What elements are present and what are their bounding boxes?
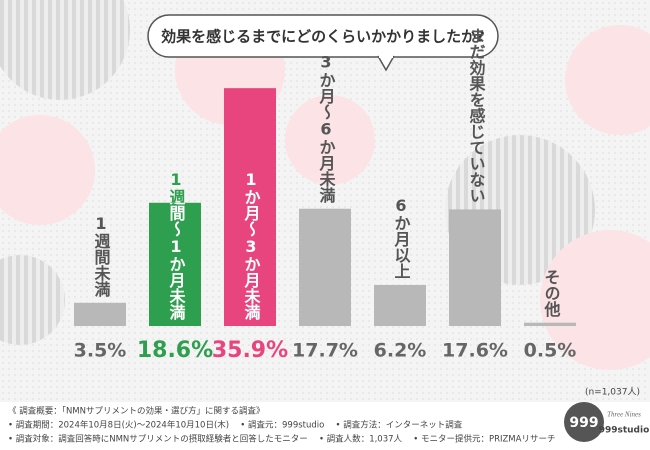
category-label: 1か月〜3か月未満 [242,170,262,321]
logo-mark: 999 [569,415,598,431]
value-label: 18.6% [137,338,213,363]
bar [449,209,501,326]
logo-circle [564,402,604,442]
decor [0,115,95,225]
bubble-tail [377,55,395,72]
category-label: 1週間〜1か月未満 [167,170,187,321]
logo-name: 999studio [599,426,650,436]
footer-line: • 調査対象：調査回答時にNMNサプリメントの摂取経験者と回答したモニター • … [8,434,555,445]
decor [0,255,65,345]
category-label: 3か月〜6か月未満 [317,53,337,204]
bar [224,88,276,326]
bar [374,284,426,326]
value-label: 35.9% [212,338,288,363]
bubble-tail-cover [379,54,393,58]
category-label: まだ効果を感じていない [467,27,487,203]
value-label: 17.6% [442,340,508,362]
value-label: 6.2% [374,340,427,362]
value-label: 3.5% [74,340,127,362]
decor [285,95,375,185]
value-label: 17.7% [292,340,358,362]
decor [565,25,650,135]
bar [74,302,126,326]
footer-line: • 調査期間：2024年10月8日(火)～2024年10月10日(木) • 調査… [8,420,463,431]
decor [540,230,650,370]
decor [0,0,130,100]
chart-title: 効果を感じるまでにどのくらいかかりましたか? [161,28,485,46]
title-bubble [147,14,499,58]
logo-tagline: Three Nines [607,411,641,419]
category-label: 1週間未満 [92,214,112,298]
footer-bg [0,402,650,450]
value-label: 0.5% [524,340,577,362]
footer-heading: 《 調査概要：「NMNサプリメントの効果・選び方」に関する調査》 [8,406,265,417]
bar [149,202,201,326]
category-label: 6か月以上 [392,196,412,279]
sample-note: (n=1,037人) [585,387,640,398]
category-label-inside: 1週間〜1か月未満 [167,170,187,321]
category-label: その他 [542,269,562,318]
bar [299,208,351,326]
bar [524,322,576,326]
category-label-inside: 1か月〜3か月未満 [242,170,262,321]
